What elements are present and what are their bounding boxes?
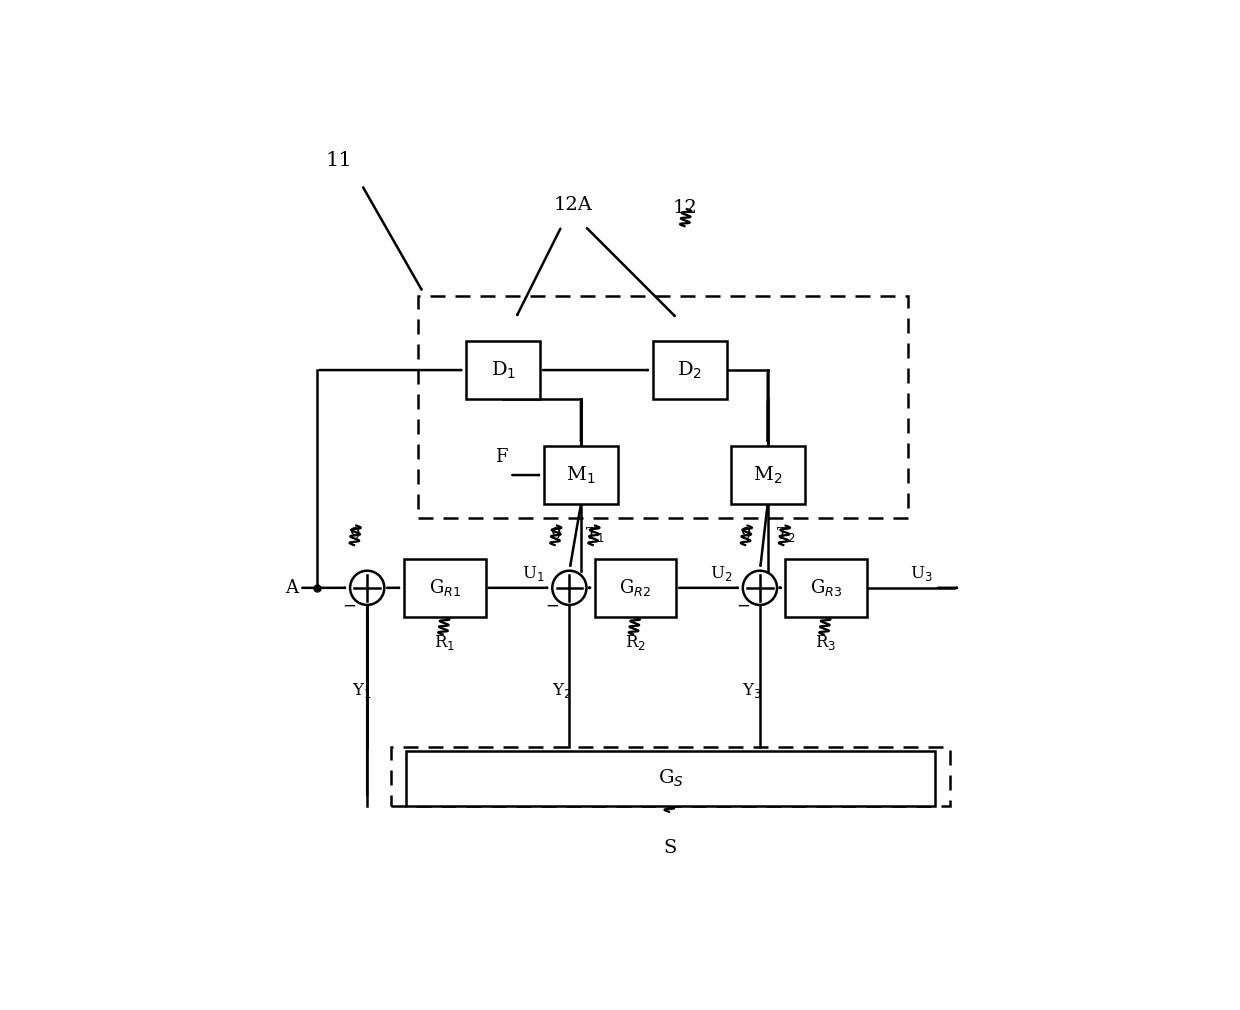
Text: R$_2$: R$_2$ <box>625 632 646 651</box>
Text: 12: 12 <box>673 199 698 217</box>
Bar <box>653 341 727 399</box>
Bar <box>405 751 935 806</box>
Text: F: F <box>496 448 508 467</box>
Bar <box>418 296 908 518</box>
Text: 9: 9 <box>551 526 562 543</box>
Text: G$_S$: G$_S$ <box>657 768 683 789</box>
Text: Y$_2$: Y$_2$ <box>552 681 572 700</box>
Text: U$_2$: U$_2$ <box>709 565 733 584</box>
Bar <box>544 445 618 504</box>
Text: $-$: $-$ <box>342 597 356 613</box>
Text: G$_{R1}$: G$_{R1}$ <box>429 578 461 598</box>
Circle shape <box>743 571 777 605</box>
Text: Y$_3$: Y$_3$ <box>743 681 763 700</box>
Text: R$_3$: R$_3$ <box>816 632 837 651</box>
Text: S: S <box>663 839 677 857</box>
Text: D$_1$: D$_1$ <box>491 360 516 381</box>
Text: M$_1$: M$_1$ <box>567 465 596 486</box>
Text: 12A: 12A <box>554 196 593 214</box>
Bar <box>391 747 951 806</box>
Bar <box>730 445 805 504</box>
Text: G$_{R2}$: G$_{R2}$ <box>620 578 651 598</box>
Text: 9: 9 <box>740 526 751 543</box>
Text: Y$_1$: Y$_1$ <box>352 681 372 700</box>
Text: T$_2$: T$_2$ <box>776 525 795 544</box>
Text: U$_3$: U$_3$ <box>910 565 932 584</box>
Bar <box>404 559 486 617</box>
Text: G$_{R3}$: G$_{R3}$ <box>810 578 842 598</box>
Text: $-$: $-$ <box>546 597 559 613</box>
Text: R$_1$: R$_1$ <box>434 632 455 651</box>
Text: A: A <box>285 579 299 597</box>
Text: 11: 11 <box>325 150 352 170</box>
Circle shape <box>350 571 384 605</box>
Text: D$_2$: D$_2$ <box>677 360 703 381</box>
Text: M$_2$: M$_2$ <box>753 465 782 486</box>
Bar <box>466 341 541 399</box>
Text: T$_1$: T$_1$ <box>585 525 605 544</box>
Circle shape <box>552 571 587 605</box>
Text: $-$: $-$ <box>735 597 750 613</box>
Bar <box>595 559 676 617</box>
Text: 9: 9 <box>350 526 361 543</box>
Text: U$_1$: U$_1$ <box>522 565 544 584</box>
Bar <box>785 559 867 617</box>
